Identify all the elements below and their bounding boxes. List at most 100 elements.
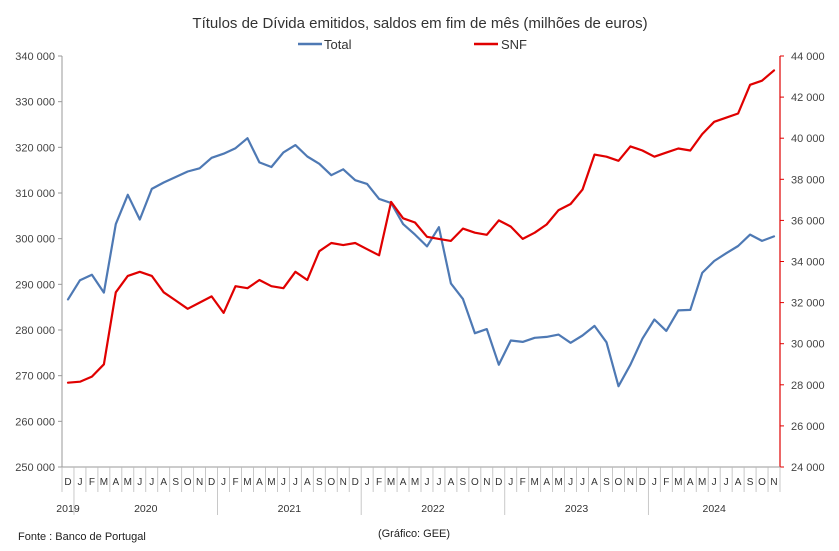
month-label: M [411,477,419,488]
month-label: A [160,477,167,488]
right-tick-label: 24 000 [791,462,825,474]
month-label: F [376,477,382,488]
year-label: 2024 [703,503,727,515]
month-label: J [436,477,441,488]
series-lines [66,69,776,388]
series-line-total [66,137,776,388]
month-label: J [580,477,585,488]
month-label: A [448,477,455,488]
chart-title: Títulos de Dívida emitidos, saldos em fi… [192,15,647,32]
right-tick-label: 44 000 [791,51,825,63]
month-label: A [591,477,598,488]
series-line-snf [66,69,776,384]
month-label: M [100,477,108,488]
left-axis-ticks: 250 000 260 000 270 000 280 000 290 000 300 0… [15,51,62,474]
month-label: M [531,477,539,488]
month-label: O [615,477,623,488]
legend: Total SNF [298,37,527,52]
month-label: S [747,477,754,488]
month-label: N [483,477,490,488]
month-label: F [663,477,669,488]
year-label: 2023 [565,503,589,515]
month-label: D [495,477,502,488]
right-axis-ticks: 24 000 26 000 28 000 30 000 32 000 34 000 36 0… [780,51,825,474]
month-label: A [113,477,120,488]
month-label: J [293,477,298,488]
month-label: S [172,477,179,488]
axes [61,56,781,468]
month-label: O [184,477,192,488]
month-label: N [627,477,634,488]
month-label: F [232,477,238,488]
right-tick-label: 30 000 [791,339,825,351]
left-tick-label: 280 000 [15,325,55,337]
left-tick-label: 290 000 [15,279,55,291]
month-label: A [256,477,263,488]
month-label: A [304,477,311,488]
month-label: D [64,477,71,488]
month-label: J [508,477,513,488]
month-label: S [316,477,323,488]
month-label: J [137,477,142,488]
month-label: O [327,477,335,488]
month-label: N [196,477,203,488]
month-label: J [281,477,286,488]
left-tick-label: 340 000 [15,51,55,63]
month-label: O [758,477,766,488]
year-label: 2019 [56,503,80,515]
month-label: M [124,477,132,488]
month-label: M [554,477,562,488]
month-label: N [770,477,777,488]
month-label: J [724,477,729,488]
source-note: Fonte : Banco de Portugal [18,531,146,543]
legend-snf-label: SNF [501,37,527,52]
month-label: J [568,477,573,488]
month-label: M [267,477,275,488]
right-tick-label: 28 000 [791,380,825,392]
right-tick-label: 26 000 [791,421,825,433]
month-label: A [687,477,694,488]
left-tick-label: 270 000 [15,371,55,383]
left-tick-label: 310 000 [15,188,55,200]
left-tick-label: 250 000 [15,462,55,474]
month-label: J [712,477,717,488]
left-tick-label: 260 000 [15,416,55,428]
month-label: M [674,477,682,488]
month-label: F [89,477,95,488]
year-label: 2022 [421,503,445,515]
right-tick-label: 40 000 [791,133,825,145]
month-label: S [603,477,610,488]
right-tick-label: 34 000 [791,257,825,269]
year-label: 2021 [278,503,302,515]
month-label: J [365,477,370,488]
month-label: N [340,477,347,488]
month-label: J [221,477,226,488]
legend-total-label: Total [324,37,352,52]
credit-note: (Gráfico: GEE) [378,528,450,540]
year-label: 2020 [134,503,158,515]
month-label: S [460,477,467,488]
month-label: J [652,477,657,488]
month-label: J [424,477,429,488]
month-label: A [735,477,742,488]
right-tick-label: 38 000 [791,174,825,186]
month-label: D [208,477,215,488]
left-tick-label: 320 000 [15,142,55,154]
month-label: A [543,477,550,488]
month-label: F [520,477,526,488]
right-tick-label: 42 000 [791,92,825,104]
right-tick-label: 36 000 [791,215,825,227]
month-label: D [352,477,359,488]
month-label: J [149,477,154,488]
left-tick-label: 300 000 [15,234,55,246]
right-tick-label: 32 000 [791,298,825,310]
month-label: O [471,477,479,488]
left-tick-label: 330 000 [15,97,55,109]
month-label: D [639,477,646,488]
month-label: M [698,477,706,488]
month-label: J [77,477,82,488]
month-label: M [243,477,251,488]
month-label: A [400,477,407,488]
